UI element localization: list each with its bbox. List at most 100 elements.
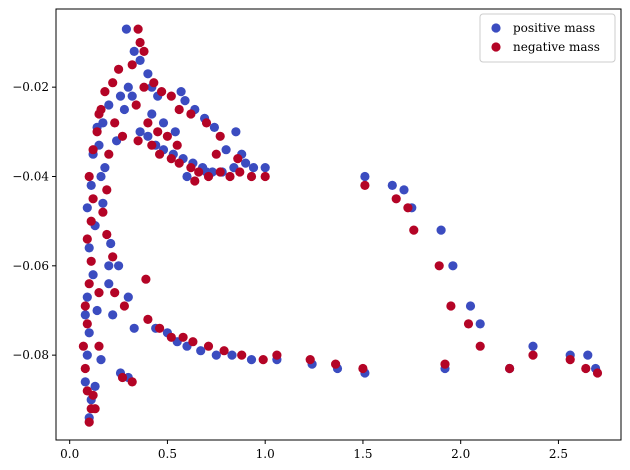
data-point-negative-mass <box>528 350 538 360</box>
data-point-positive-mass <box>114 261 124 271</box>
data-point-negative-mass <box>403 203 413 213</box>
data-point-negative-mass <box>162 131 172 141</box>
data-point-negative-mass <box>188 337 198 347</box>
data-point-negative-mass <box>153 127 163 137</box>
data-point-positive-mass <box>158 118 169 128</box>
data-point-positive-mass <box>143 131 153 141</box>
data-point-negative-mass <box>201 118 212 128</box>
data-point-negative-mass <box>147 140 157 150</box>
data-point-positive-mass <box>100 163 110 173</box>
data-point-negative-mass <box>88 145 98 155</box>
data-point-negative-mass <box>360 180 370 190</box>
data-point-positive-mass <box>80 377 90 387</box>
data-point-negative-mass <box>119 301 129 311</box>
data-point-positive-mass <box>147 109 157 119</box>
legend-label: negative mass <box>513 40 600 54</box>
data-point-negative-mass <box>358 363 368 374</box>
data-point-negative-mass <box>211 149 221 159</box>
data-point-negative-mass <box>149 78 159 88</box>
data-point-negative-mass <box>391 194 401 204</box>
data-point-positive-mass <box>387 180 397 190</box>
data-point-negative-mass <box>505 363 515 374</box>
data-point-negative-mass <box>215 167 225 177</box>
data-point-negative-mass <box>102 229 112 240</box>
data-point-positive-mass <box>227 350 237 360</box>
data-point-negative-mass <box>186 163 196 173</box>
data-point-negative-mass <box>446 301 456 311</box>
data-point-negative-mass <box>127 60 137 70</box>
data-point-positive-mass <box>465 301 476 311</box>
data-point-positive-mass <box>170 127 180 137</box>
data-point-negative-mass <box>135 37 145 48</box>
data-point-positive-mass <box>96 355 106 365</box>
data-point-negative-mass <box>178 332 188 342</box>
data-point-negative-mass <box>235 167 245 177</box>
data-point-negative-mass <box>110 288 120 298</box>
data-point-negative-mass <box>233 154 243 164</box>
data-point-negative-mass <box>139 46 149 57</box>
data-point-negative-mass <box>90 404 100 414</box>
data-point-negative-mass <box>331 359 341 369</box>
data-point-negative-mass <box>166 332 176 342</box>
data-point-negative-mass <box>100 87 110 97</box>
data-point-positive-mass <box>475 319 485 329</box>
data-point-positive-mass <box>121 24 131 34</box>
data-point-positive-mass <box>246 355 257 365</box>
data-point-negative-mass <box>86 216 96 226</box>
data-point-positive-mass <box>123 82 133 92</box>
data-point-positive-mass <box>96 171 106 182</box>
data-point-negative-mass <box>246 171 257 182</box>
data-point-negative-mass <box>133 24 143 34</box>
data-point-positive-mass <box>180 96 190 106</box>
data-point-negative-mass <box>186 109 196 119</box>
data-point-positive-mass <box>119 104 129 115</box>
data-point-positive-mass <box>231 127 241 137</box>
y-tick-label: −0.06 <box>12 259 49 273</box>
data-point-positive-mass <box>135 55 145 65</box>
data-point-negative-mass <box>82 234 92 244</box>
data-point-positive-mass <box>82 350 92 360</box>
data-point-negative-mass <box>258 355 268 365</box>
data-point-negative-mass <box>592 368 603 378</box>
y-axis: −0.02 −0.04 −0.06 −0.08 <box>12 80 56 362</box>
data-point-negative-mass <box>86 256 96 266</box>
data-point-positive-mass <box>115 91 126 101</box>
data-point-negative-mass <box>155 149 165 159</box>
data-point-negative-mass <box>92 127 102 137</box>
legend-marker <box>491 23 501 33</box>
data-point-negative-mass <box>434 261 444 271</box>
data-point-positive-mass <box>209 122 219 132</box>
data-point-positive-mass <box>90 381 100 391</box>
data-point-positive-mass <box>196 346 206 356</box>
data-point-negative-mass <box>110 118 120 128</box>
data-point-negative-mass <box>172 140 182 150</box>
data-point-positive-mass <box>104 279 114 289</box>
data-point-positive-mass <box>583 350 593 360</box>
data-point-positive-mass <box>84 243 94 253</box>
data-point-negative-mass <box>127 377 137 387</box>
data-point-negative-mass <box>82 319 92 329</box>
data-point-positive-mass <box>248 163 259 173</box>
data-point-negative-mass <box>190 176 200 186</box>
data-point-negative-mass <box>98 207 108 217</box>
data-point-positive-mass <box>84 328 94 338</box>
data-point-positive-mass <box>82 203 92 213</box>
data-point-negative-mass <box>108 252 118 262</box>
data-point-negative-mass <box>94 109 104 119</box>
data-point-positive-mass <box>86 180 96 190</box>
data-point-negative-mass <box>581 363 591 374</box>
x-tick-label: 2.5 <box>549 447 568 461</box>
data-point-positive-mass <box>176 87 186 97</box>
data-point-positive-mass <box>88 270 98 280</box>
data-point-negative-mass <box>194 167 204 177</box>
data-point-positive-mass <box>129 323 139 333</box>
data-point-positive-mass <box>82 292 92 302</box>
data-point-positive-mass <box>135 127 145 137</box>
data-point-negative-mass <box>225 171 235 182</box>
data-point-negative-mass <box>84 171 94 182</box>
legend-marker <box>491 42 501 52</box>
data-point-negative-mass <box>174 158 184 168</box>
data-point-negative-mass <box>463 319 474 329</box>
data-point-negative-mass <box>143 118 153 128</box>
data-point-positive-mass <box>221 145 231 155</box>
